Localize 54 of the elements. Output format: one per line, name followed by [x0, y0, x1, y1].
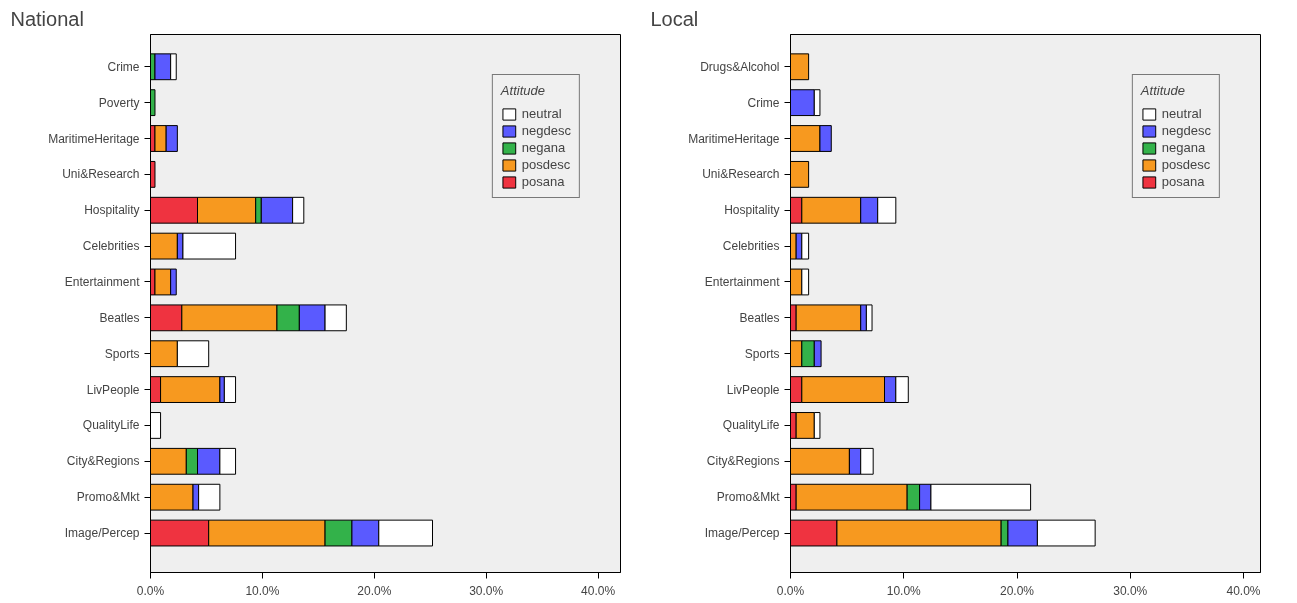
legend-title: Attitude: [1140, 83, 1186, 98]
y-tick-label: QualityLife: [82, 418, 140, 433]
legend-label: negdesc: [521, 123, 571, 138]
legend-label: neutral: [1161, 106, 1202, 121]
x-tick-label: 30.0%: [469, 583, 504, 598]
y-tick-label: Image/Percep: [64, 526, 140, 541]
y-tick-label: City&Regions: [706, 454, 780, 469]
chart-title: National: [10, 7, 84, 30]
legend-label: posdesc: [521, 157, 571, 172]
y-tick-label: Sports: [744, 346, 780, 361]
y-tick-label: Beatles: [99, 310, 140, 325]
legend-label: negdesc: [1161, 123, 1211, 138]
legend-label: neutral: [521, 106, 562, 121]
y-tick-label: Drugs&Alcohol: [700, 59, 780, 74]
y-tick-label: City&Regions: [66, 454, 140, 469]
y-tick-label: Hospitality: [84, 203, 140, 218]
y-tick-label: Celebrities: [82, 239, 140, 254]
y-tick-label: Celebrities: [722, 239, 780, 254]
y-tick-label: MaritimeHeritage: [688, 131, 780, 146]
y-tick-label: Crime: [747, 95, 780, 110]
y-tick-label: Crime: [107, 59, 140, 74]
y-tick-label: Poverty: [98, 95, 140, 110]
y-tick-label: Uni&Research: [62, 167, 140, 182]
legend-title: Attitude: [500, 83, 546, 98]
legend-label: negana: [521, 140, 566, 155]
legend-label: negana: [1161, 140, 1206, 155]
y-tick-label: Sports: [104, 346, 140, 361]
legend-label: posdesc: [1161, 157, 1211, 172]
legend-label: posana: [1161, 174, 1205, 189]
x-tick-label: 0.0%: [776, 583, 805, 598]
legend-label: posana: [521, 174, 565, 189]
x-tick-label: 30.0%: [1113, 583, 1148, 598]
chart-title: Local: [650, 7, 699, 30]
y-tick-label: LivPeople: [726, 382, 780, 397]
y-tick-label: Image/Percep: [704, 526, 780, 541]
x-tick-label: 20.0%: [357, 583, 392, 598]
bar: [223, 376, 237, 403]
y-tick-label: Entertainment: [64, 274, 141, 289]
x-tick-label: 20.0%: [999, 583, 1035, 598]
x-tick-label: 10.0%: [886, 583, 922, 598]
x-tick-label: 10.0%: [245, 583, 280, 598]
y-tick-label: Promo&Mkt: [716, 490, 781, 505]
y-tick-label: Entertainment: [704, 274, 781, 289]
y-tick-label: LivPeople: [86, 382, 140, 397]
x-tick-label: 0.0%: [136, 583, 165, 598]
y-tick-label: Uni&Research: [702, 167, 780, 182]
x-tick-label: 40.0%: [1226, 583, 1261, 598]
y-tick-label: Hospitality: [724, 203, 780, 218]
bar: [795, 304, 862, 332]
y-tick-label: Beatles: [739, 310, 780, 325]
x-tick-label: 40.0%: [581, 583, 616, 598]
y-tick-label: Promo&Mkt: [76, 490, 141, 505]
y-tick-label: MaritimeHeritage: [48, 131, 140, 146]
y-tick-label: QualityLife: [722, 418, 780, 433]
